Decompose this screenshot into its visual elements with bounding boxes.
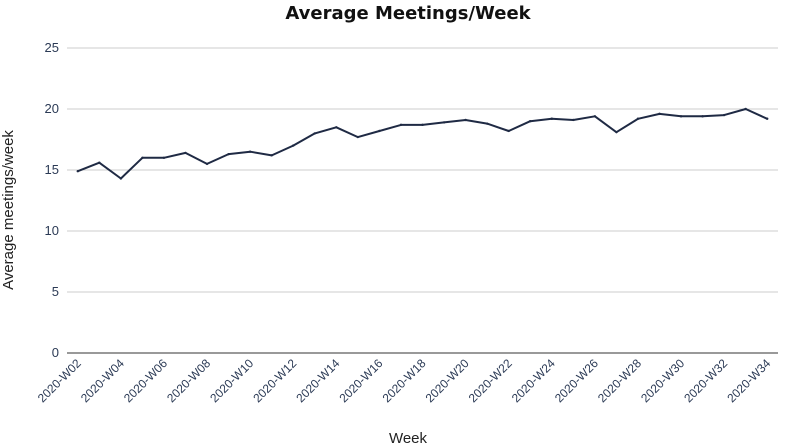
data-point — [248, 150, 252, 153]
data-point — [184, 151, 187, 155]
data-point — [442, 121, 446, 124]
y-axis-title: Average meetings/week — [0, 130, 17, 290]
data-point — [658, 112, 661, 116]
data-point — [76, 170, 79, 173]
data-point — [313, 132, 316, 135]
data-point — [421, 123, 424, 127]
data-point — [722, 113, 726, 117]
data-point — [550, 117, 553, 120]
y-tick-label: 5 — [52, 284, 59, 299]
data-point — [98, 161, 101, 164]
y-tick-label: 10 — [45, 223, 59, 238]
x-tick-label: 2020-W14 — [293, 356, 342, 405]
data-point — [572, 118, 575, 122]
data-point — [141, 156, 144, 159]
data-point — [378, 129, 381, 133]
x-tick-label: 2020-W28 — [595, 356, 644, 405]
y-tick-labels: 0 5 10 15 20 25 — [45, 40, 59, 360]
data-point — [399, 123, 403, 127]
x-tick-label: 2020-W16 — [336, 356, 385, 405]
grid-lines — [67, 47, 778, 354]
data-point — [615, 130, 618, 134]
x-tick-label: 2020-W10 — [207, 356, 256, 405]
data-point — [464, 118, 467, 122]
chart-title: Average Meetings/Week — [285, 3, 531, 24]
data-point — [270, 154, 273, 157]
data-point — [744, 107, 747, 111]
x-tick-labels: 2020-W022020-W042020-W062020-W082020-W10… — [35, 356, 774, 405]
x-tick-label: 2020-W12 — [250, 356, 299, 405]
x-tick-label: 2020-W18 — [380, 356, 429, 405]
x-tick-label: 2020-W32 — [681, 356, 730, 405]
x-tick-label: 2020-W20 — [423, 356, 472, 405]
data-point — [205, 162, 209, 166]
x-tick-label: 2020-W02 — [35, 356, 84, 405]
data-point — [119, 177, 123, 180]
x-tick-label: 2020-W34 — [724, 356, 773, 405]
data-point — [485, 122, 489, 125]
data-point — [766, 117, 769, 120]
y-tick-label: 15 — [45, 162, 59, 177]
data-point — [292, 144, 295, 147]
y-tick-label: 25 — [45, 40, 59, 55]
x-tick-label: 2020-W24 — [509, 356, 558, 405]
series-lines — [76, 107, 769, 180]
x-tick-label: 2020-W08 — [164, 356, 213, 405]
y-tick-label: 20 — [45, 101, 59, 116]
x-tick-label: 2020-W30 — [638, 356, 687, 405]
data-point — [507, 129, 510, 133]
x-tick-label: 2020-W22 — [466, 356, 515, 405]
x-tick-label: 2020-W04 — [78, 356, 127, 405]
data-point — [356, 135, 360, 139]
data-point — [679, 115, 683, 118]
y-tick-label: 0 — [52, 345, 59, 360]
data-point — [162, 156, 166, 159]
data-point — [636, 117, 640, 120]
data-point — [335, 126, 338, 129]
data-point — [227, 152, 230, 156]
x-axis-title: Week — [389, 430, 428, 447]
data-point — [593, 115, 597, 118]
data-point — [701, 115, 704, 118]
data-point — [529, 120, 532, 123]
series-line — [77, 108, 768, 180]
x-tick-label: 2020-W26 — [552, 356, 601, 405]
x-tick-label: 2020-W06 — [121, 356, 170, 405]
